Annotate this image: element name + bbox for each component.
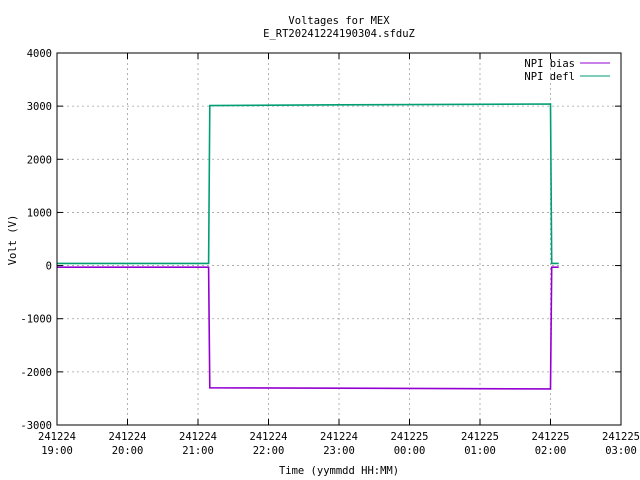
x-axis-label: Time (yymmdd HH:MM) (279, 465, 399, 477)
chart-title: Voltages for MEX (288, 15, 390, 27)
axis-ticks (56, 52, 622, 426)
x-tick-label-time: 01:00 (464, 445, 496, 457)
x-tick-label-date: 241225 (532, 431, 570, 443)
legend-label-npi-bias: NPI bias (524, 58, 575, 70)
x-tick-label-time: 02:00 (535, 445, 567, 457)
x-tick-label-date: 241224 (109, 431, 147, 443)
y-tick-label: 3000 (27, 101, 52, 113)
series-line-npi-bias (57, 266, 559, 390)
x-tick-label-date: 241224 (179, 431, 217, 443)
y-tick-label: 1000 (27, 207, 52, 219)
series-line-npi-defl (57, 103, 559, 265)
x-tick-label-time: 23:00 (323, 445, 355, 457)
x-tick-label-time: 21:00 (182, 445, 214, 457)
x-tick-label-date: 241224 (38, 431, 76, 443)
x-tick-label-time: 03:00 (605, 445, 637, 457)
chart-subtitle: E_RT20241224190304.sfduZ (263, 28, 415, 40)
x-tick-labels: 241224 19:00 241224 20:00 241224 21:00 241224 2… (38, 431, 640, 457)
y-tick-label: -1000 (20, 314, 52, 326)
x-tick-label-date: 241224 (320, 431, 358, 443)
y-tick-labels: 4000 3000 2000 1000 0 -1000 -2000 -3000 (20, 48, 52, 432)
x-tick-label-time: 19:00 (41, 445, 73, 457)
x-tick-label-date: 241225 (602, 431, 640, 443)
x-tick-label-time: 22:00 (253, 445, 285, 457)
x-tick-label-time: 00:00 (394, 445, 426, 457)
x-tick-label-date: 241225 (391, 431, 429, 443)
series-lines (57, 103, 559, 390)
legend: NPI bias NPI defl (524, 58, 610, 83)
y-tick-label: -3000 (20, 420, 52, 432)
legend-label-npi-defl: NPI defl (524, 71, 575, 83)
grid-lines (57, 53, 621, 425)
y-axis-label: Volt (V) (7, 215, 19, 266)
y-tick-label: 4000 (27, 48, 52, 60)
y-tick-label: 0 (46, 261, 52, 273)
y-tick-label: -2000 (20, 367, 52, 379)
y-tick-label: 2000 (27, 154, 52, 166)
x-tick-label-time: 20:00 (112, 445, 144, 457)
x-tick-label-date: 241224 (250, 431, 288, 443)
x-tick-label-date: 241225 (461, 431, 499, 443)
